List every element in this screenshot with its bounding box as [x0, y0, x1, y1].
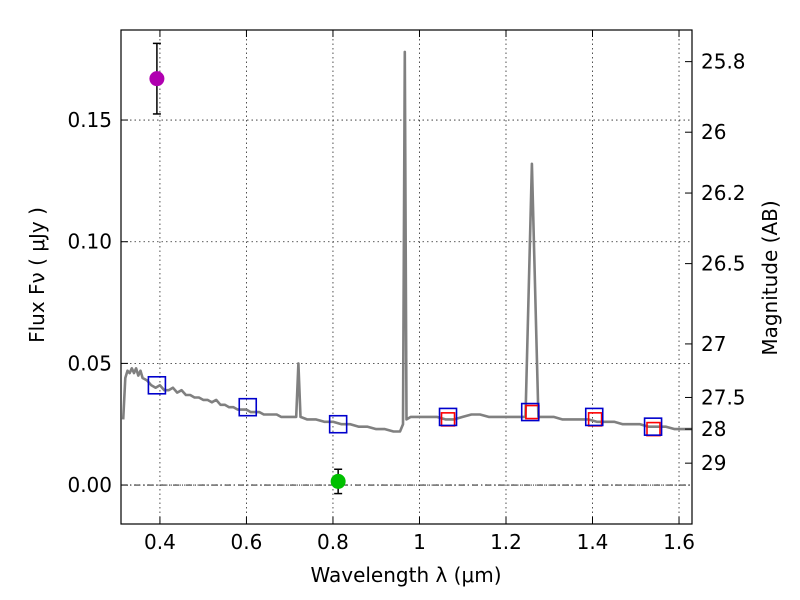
y-tick-label: 0.15: [67, 108, 112, 132]
y2-axis-label: Magnitude (AB): [758, 200, 782, 355]
observed-photometry-square: [147, 375, 167, 395]
y2-tick-label: 26.2: [701, 181, 746, 205]
x-tick-label: 0.4: [144, 530, 176, 554]
y-tick-label: 0.00: [67, 473, 112, 497]
observed-photometry-square: [520, 402, 540, 422]
y2-tick-label: 26.5: [701, 252, 746, 276]
observed-photometry-square: [438, 407, 458, 427]
observed-photometry-square: [238, 397, 258, 417]
observed-photometry-square: [328, 414, 348, 434]
plot-frame: [120, 29, 693, 525]
y2-tick-label: 27.5: [701, 385, 746, 409]
y2-tick-label: 26: [701, 120, 726, 144]
x-tick-label: 1.6: [663, 530, 695, 554]
y2-tick-label: 29: [701, 451, 726, 475]
y2-tick-label: 25.8: [701, 50, 746, 74]
observed-photometry-square: [643, 417, 663, 436]
x-tick-label: 0.8: [317, 530, 349, 554]
x-tick-label: 1.4: [577, 530, 609, 554]
data-layer: [121, 42, 692, 495]
spectrum-line: [121, 50, 692, 433]
observed-photometry-square: [584, 407, 604, 427]
y-axis-label: Flux Fν ( μJy ): [25, 207, 49, 343]
x-axis-label: Wavelength λ (μm): [310, 563, 501, 587]
y-tick-label: 0.05: [67, 351, 112, 375]
y-tick-label: 0.10: [67, 230, 112, 254]
non-detection-point: [330, 473, 346, 489]
detection-point: [149, 71, 165, 87]
x-tick-label: 1.2: [490, 530, 522, 554]
tick-layer: 0.4 0.6 0.8 1 1.2 1.4 1.6 0.00 0.05 0.10 0.15 25.8 2…: [67, 30, 746, 554]
y2-tick-label: 28: [701, 417, 726, 441]
x-tick-label: 1: [413, 530, 426, 554]
x-tick-label: 0.6: [231, 530, 263, 554]
y2-tick-label: 27: [701, 332, 726, 356]
model-photometry-square: [646, 421, 661, 437]
